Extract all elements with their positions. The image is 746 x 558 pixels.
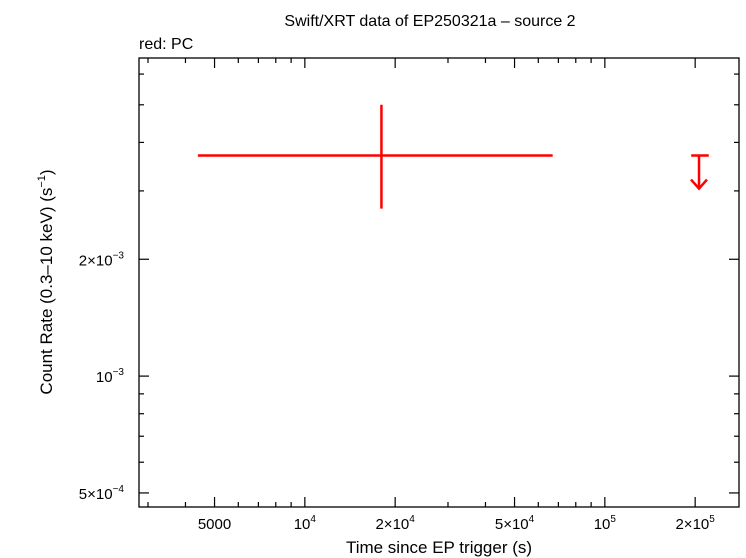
y-axis-label-main: Count Rate (0.3–10 keV) (s [37,188,56,395]
x-axis-label: Time since EP trigger (s) [346,538,532,557]
x-tick-label: 2×105 [675,514,715,533]
x-tick-label: 104 [294,514,317,533]
x-tick-label: 105 [594,514,617,533]
upper-limit-arrowhead [690,178,708,191]
y-axis-label-close: ) [37,169,56,175]
y-tick-label: 2×10−3 [79,250,125,269]
data-point [197,104,553,209]
chart-subtitle: red: PC [139,36,193,53]
data-layer [197,104,709,209]
x-tick-label: 2×104 [375,514,415,533]
plot-area [138,57,740,508]
y-tick-label: 5×10−4 [79,484,125,503]
chart-title: Swift/XRT data of EP250321a – source 2 [284,13,575,30]
x-tick-label: 5×104 [495,514,535,533]
upper-limit [690,154,709,191]
x-tick-label: 5000 [198,516,231,533]
y-tick-label: 10−3 [96,367,125,386]
tick-labels: 5000 104 2×104 5×104 105 2×105 5×10−4 10−3 2×10−… [79,250,715,533]
y-axis-label-exponent: −1 [36,175,48,188]
y-axis-label: Count Rate (0.3–10 keV) (s−1) [36,169,56,394]
axis-ticks [139,58,739,507]
